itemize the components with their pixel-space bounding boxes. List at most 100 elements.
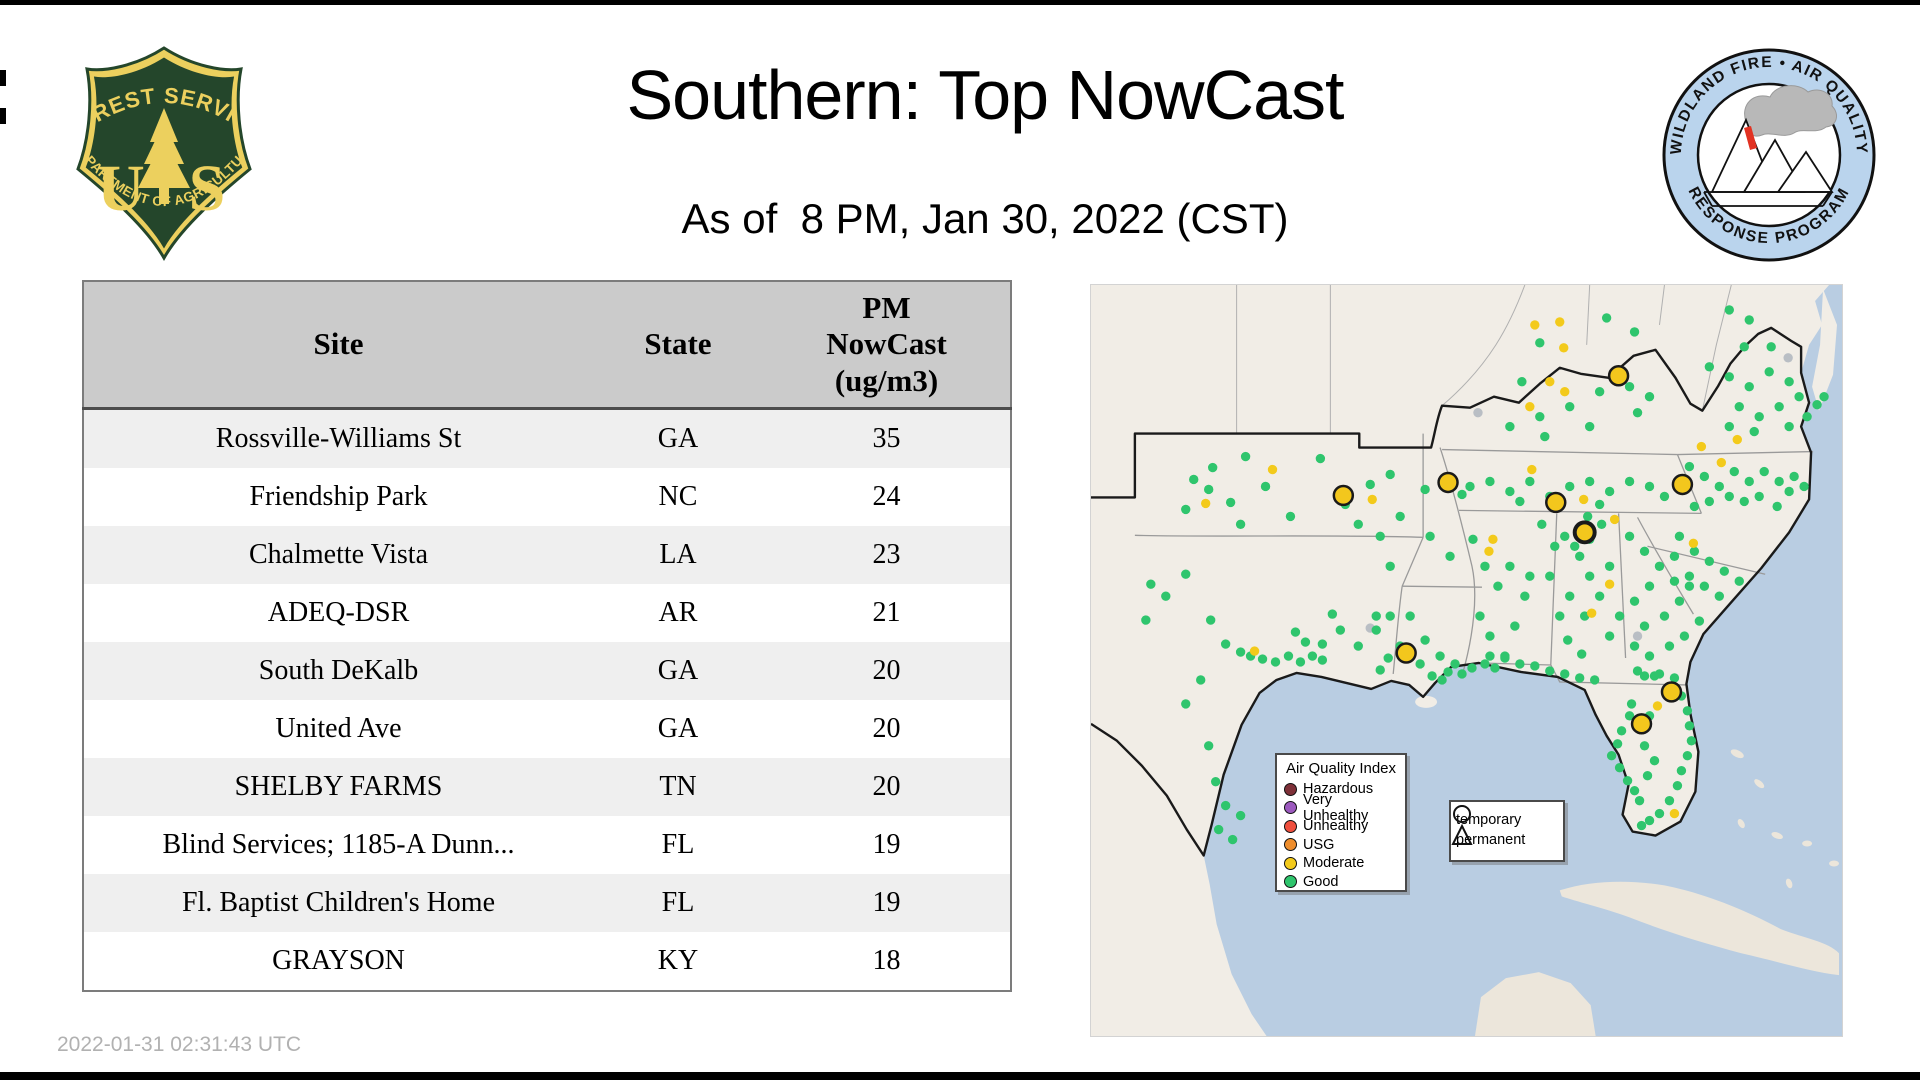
monitor-dot-good [1235,810,1246,821]
site-cell: GRAYSON [83,932,593,991]
top-site-circle [1671,473,1694,496]
monitor-dot-good [1784,377,1794,387]
top-site-circle [1660,681,1683,703]
map-dots-layer [1141,305,1829,845]
monitor-dot-good [1794,392,1804,402]
monitor-dot-good [1315,453,1326,464]
monitor-dot-moderate [1586,608,1597,618]
southern-region-outline [1091,326,1813,857]
top-site-circle [1332,484,1355,507]
monitor-dot-good [1375,665,1385,675]
monitor-dot-moderate [1484,546,1494,556]
top-site-circle [1395,642,1417,664]
monitor-dot-good [1307,651,1318,661]
monitor-dot-good [1634,795,1645,806]
monitor-dot-good [1181,699,1191,709]
monitor-dot-good [1594,591,1605,601]
monitor-dot-good [1664,795,1675,806]
column-header-state: State [593,281,763,410]
monitor-dot-good [1654,808,1665,819]
monitor-dot-good [1629,596,1640,606]
monitor-dot-good [1624,711,1635,721]
monitor-dot-good [1235,647,1246,657]
monitor-dot-good [1480,659,1490,669]
monitor-dot-good [1724,372,1734,382]
aqi-color-swatch-icon [1284,801,1297,815]
table-row: South DeKalb GA 20 [83,642,1011,700]
monitor-dot-good [1240,451,1251,462]
monitor-dot-good [1575,673,1585,683]
monitor-dot-good [1644,481,1655,492]
monitor-dot-good [1485,651,1495,661]
monitor-dot-good [1724,491,1734,502]
mississippi-delta [1415,695,1438,708]
aqi-legend-item: USG [1284,836,1398,855]
monitor-dot-good [1674,531,1685,542]
left-edge-tick [0,108,6,124]
monitor-dot-good [1545,666,1555,676]
monitor-dot-good [1327,609,1338,619]
monitor-dot-moderate [1652,701,1663,711]
aqi-color-swatch-icon [1284,819,1297,833]
monitor-dot-moderate [1545,377,1555,387]
monitor-dot-moderate [1525,401,1535,412]
monitor-dot-good [1220,639,1231,649]
table-row: SHELBY FARMS TN 20 [83,758,1011,816]
site-cell: Fl. Baptist Children's Home [83,874,593,932]
aqi-legend-item: Very Unhealthy [1284,792,1398,824]
temporary-label: temporary [1456,812,1522,829]
monitor-dot-good [1629,327,1640,337]
monitor-dot-good [1744,315,1754,325]
monitor-dot-good [1612,739,1623,749]
monitor-dot-good [1565,481,1575,492]
monitor-dot-moderate [1488,534,1498,545]
bahamas-islands [1730,749,1840,889]
monitor-dot-good [1774,476,1784,487]
aqi-color-swatch-icon [1284,838,1297,852]
site-cell: ADEQ-DSR [83,584,593,642]
state-cell: GA [593,642,763,700]
monitor-dot-good [1443,667,1453,677]
aqi-legend-label: Unhealthy [1303,818,1369,835]
monitor-dot-good [1604,631,1615,641]
monitor-dot-good [1614,763,1625,773]
monitor-dot-good [1582,511,1593,522]
aqi-legend-label: USG [1303,836,1335,853]
permanent-marker-icon [1451,823,1473,845]
aqi-legend-item: Unhealthy [1284,817,1398,836]
monitor-dot-good [1535,411,1545,422]
monitor-dot-moderate [1367,494,1377,505]
monitor-dot-good [1644,581,1655,591]
table-row: United Ave GA 20 [83,700,1011,758]
monitor-dot-moderate [1732,434,1742,445]
value-cell: 24 [763,468,1011,526]
monitor-dot-good [1517,377,1527,387]
monitor-dot-good [1734,401,1744,412]
monitor-dot-good [1189,474,1199,485]
column-header-pm-nowcast: PM NowCast (ug/m3) [763,281,1011,410]
monitor-dot-good [1724,421,1734,432]
monitor-dot-good [1616,726,1627,736]
monitor-dot-good [1457,489,1467,500]
monitor-dot-good [1764,367,1774,377]
monitor-dot-good [1624,382,1635,392]
state-cell: NC [593,468,763,526]
value-cell: 35 [763,408,1011,468]
state-cell: KY [593,932,763,991]
table-row: Friendship Park NC 24 [83,468,1011,526]
monitor-dot-good [1385,469,1395,480]
aqi-legend-label: Moderate [1303,855,1365,872]
monitor-dot-moderate [1669,808,1680,819]
temporary-marker-icon [1453,805,1471,823]
top-edge-bar [0,0,1920,5]
monitor-dot-good [1622,775,1633,786]
value-cell: 21 [763,584,1011,642]
monitor-dot-good [1353,519,1363,530]
monitor-dot-good [1719,566,1730,576]
monitor-dot-good [1724,305,1734,315]
monitor-dot-good [1601,313,1612,323]
monitor-dot-good [1589,675,1600,685]
monitor-dot-good [1659,611,1670,621]
left-edge-tick [0,70,6,86]
monitor-dot-good [1520,591,1530,601]
